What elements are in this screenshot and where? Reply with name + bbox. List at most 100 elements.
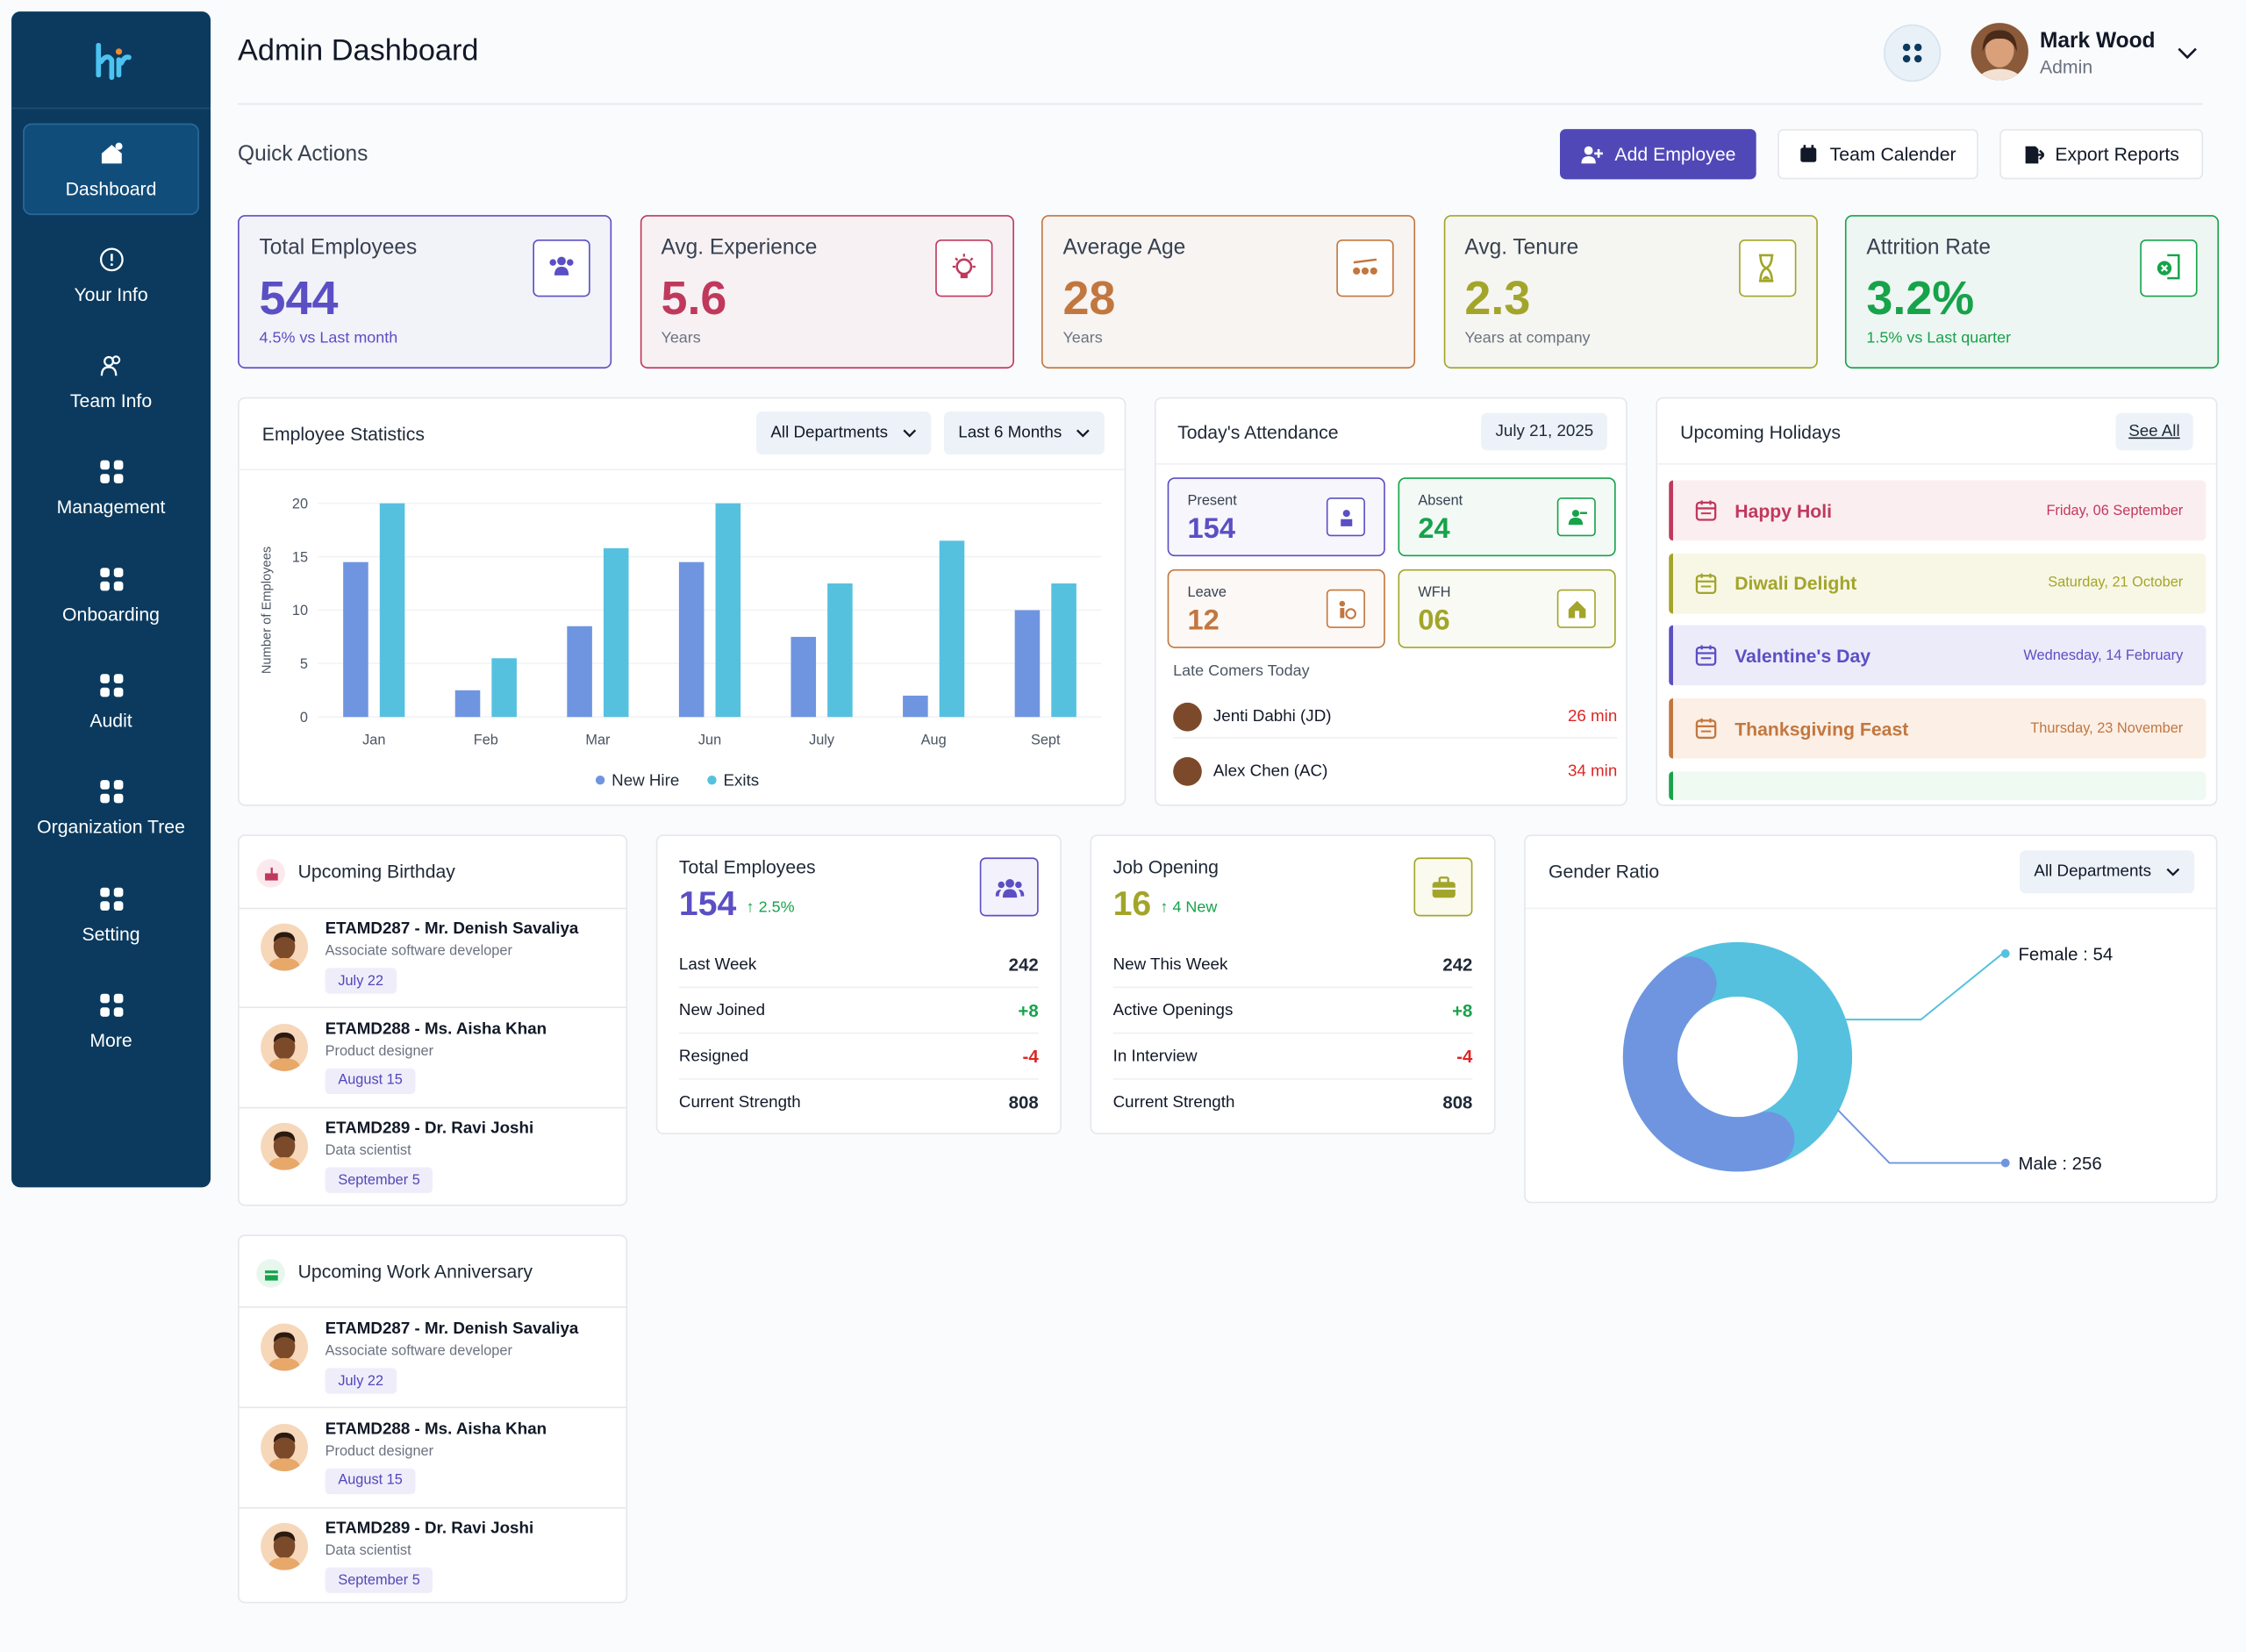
birthday-item[interactable]: ETAMD287 - Mr. Denish Savaliya Associate …: [239, 909, 628, 1009]
department-filter[interactable]: All Departments: [756, 411, 931, 455]
holiday-item-partial[interactable]: [1669, 771, 2207, 801]
bar-new-hire-jan[interactable]: [343, 561, 368, 718]
stat-label: Attrition Rate: [1866, 235, 1991, 260]
x-tick-label: July: [809, 732, 835, 747]
y-tick-label: 15: [292, 549, 308, 565]
metric-label: New This Week: [1112, 955, 1228, 974]
stat-subtext: Years: [661, 329, 701, 347]
metric-value: +8: [1018, 1000, 1039, 1020]
attendance-card-leave[interactable]: Leave 12: [1167, 569, 1385, 648]
holiday-name: Valentine's Day: [1735, 645, 1871, 667]
apps-button[interactable]: [1884, 24, 1942, 82]
birthday-item[interactable]: ETAMD288 - Ms. Aisha Khan Product designe…: [239, 1009, 628, 1108]
user-avatar[interactable]: [1971, 23, 2028, 81]
sidebar-item-more[interactable]: More: [23, 976, 199, 1068]
metric-value: 808: [1442, 1092, 1473, 1113]
lightbulb-icon: [934, 239, 992, 297]
date-badge: August 15: [325, 1467, 416, 1494]
bar-exits-july[interactable]: [827, 583, 853, 718]
donut-male-segment[interactable]: [1622, 941, 1853, 1172]
holiday-name: Happy Holi: [1735, 499, 1833, 522]
sidebar-item-label: Setting: [82, 922, 140, 945]
stat-label: Average Age: [1062, 235, 1186, 260]
attendance-card-wfh[interactable]: WFH 06: [1398, 569, 1616, 648]
anniversary-item[interactable]: ETAMD287 - Mr. Denish Savaliya Associate …: [239, 1309, 628, 1409]
bar-exits-sept[interactable]: [1051, 583, 1077, 718]
bar-new-hire-mar[interactable]: [567, 626, 592, 718]
metric-label: Last Week: [678, 955, 757, 974]
sidebar-item-onboarding[interactable]: Onboarding: [23, 549, 199, 641]
department-filter-value: All Departments: [770, 424, 888, 442]
bar-exits-jun[interactable]: [715, 503, 741, 718]
metric-row: Last Week 242: [678, 942, 1039, 989]
sidebar-item-setting[interactable]: Setting: [23, 869, 199, 962]
bar-new-hire-july[interactable]: [790, 636, 817, 718]
metric-row: Resigned -4: [678, 1033, 1039, 1080]
employee-statistics-title: Employee Statistics: [261, 423, 425, 445]
late-comer-row[interactable]: Alex Chen (AC) 34 min: [1173, 750, 1617, 793]
stat-card-avg-tenure[interactable]: Avg. Tenure 2.3 Years at company: [1442, 215, 1818, 369]
attendance-card-absent[interactable]: Absent 24: [1398, 477, 1616, 557]
birthday-item[interactable]: ETAMD289 - Dr. Ravi Joshi Data scientist S…: [240, 1108, 627, 1207]
stat-card-total-employees[interactable]: Total Employees 544 4.5% vs Last month: [238, 215, 612, 369]
metric-value: 808: [1008, 1092, 1039, 1113]
avatar: [261, 1122, 309, 1170]
holiday-date: Thursday, 23 November: [2030, 720, 2184, 737]
sidebar-item-management[interactable]: Management: [23, 443, 199, 535]
chevron-down-icon[interactable]: [2176, 45, 2199, 62]
metric-value: -4: [1456, 1046, 1473, 1067]
anniversary-item[interactable]: ETAMD289 - Dr. Ravi Joshi Data scientist S…: [240, 1508, 627, 1607]
quick-actions-label: Quick Actions: [238, 141, 368, 167]
holiday-item[interactable]: Happy Holi Friday, 06 September: [1669, 480, 2207, 541]
holiday-item[interactable]: Thanksgiving Feast Thursday, 23 November: [1669, 698, 2207, 759]
sidebar-item-team-info[interactable]: Team Info: [23, 336, 199, 428]
metric-label: In Interview: [1112, 1048, 1198, 1065]
period-filter[interactable]: Last 6 Months: [943, 411, 1105, 455]
bar-new-hire-sept[interactable]: [1014, 610, 1041, 718]
attendance-card-present[interactable]: Present 154: [1167, 477, 1385, 557]
holiday-item[interactable]: Valentine's Day Wednesday, 14 February: [1669, 626, 2207, 686]
bar-new-hire-jun[interactable]: [678, 561, 705, 718]
stat-value: 28: [1062, 270, 1116, 325]
panel-divider: [239, 1306, 626, 1308]
attendance-date: July 21, 2025: [1481, 412, 1608, 451]
stat-card-average-age[interactable]: Average Age 28 Years: [1041, 215, 1416, 369]
sidebar-item-organization-tree[interactable]: Organization Tree: [23, 762, 199, 855]
logo-icon: [95, 42, 131, 80]
stat-card-avg-experience[interactable]: Avg. Experience 5.6 Years: [640, 215, 1014, 369]
metric-row: In Interview -4: [1112, 1033, 1473, 1080]
person-role: Associate software developer: [325, 943, 512, 960]
app-logo[interactable]: [11, 11, 211, 110]
metric-label: Active Openings: [1112, 1001, 1234, 1019]
stat-value: 2.3: [1464, 270, 1531, 325]
bar-new-hire-feb[interactable]: [454, 690, 481, 718]
bar-exits-jan[interactable]: [379, 503, 405, 718]
stat-subtext: Years: [1062, 329, 1103, 347]
avatar: [1173, 757, 1202, 786]
bar-exits-mar[interactable]: [603, 547, 629, 718]
sidebar-item-your-info[interactable]: Your Info: [23, 230, 199, 322]
anniversary-item[interactable]: ETAMD288 - Ms. Aisha Khan Product designe…: [239, 1409, 628, 1508]
grid-icon: [99, 780, 123, 804]
metric-label: New Joined: [678, 1001, 766, 1019]
sidebar: Dashboard Your Info Team Info Management Onb…: [11, 11, 211, 1188]
grid-icon: [99, 993, 123, 1017]
see-all-link[interactable]: See All: [2115, 412, 2193, 451]
sidebar-item-audit[interactable]: Audit: [23, 656, 199, 748]
stat-subtext: Years at company: [1464, 329, 1591, 347]
add-employee-button[interactable]: Add Employee: [1560, 129, 1756, 180]
grid-icon: [99, 674, 123, 697]
bar-new-hire-aug[interactable]: [903, 695, 928, 718]
sidebar-item-label: Audit: [89, 710, 132, 732]
late-comer-row[interactable]: Jenti Dabhi (JD) 26 min: [1173, 696, 1618, 739]
holiday-item[interactable]: Diwali Delight Saturday, 21 October: [1669, 553, 2207, 614]
gender-department-filter[interactable]: All Departments: [2020, 850, 2194, 894]
bar-exits-feb[interactable]: [491, 658, 517, 718]
bar-exits-aug[interactable]: [939, 540, 965, 718]
team-icon: [99, 355, 120, 376]
sidebar-item-dashboard[interactable]: Dashboard: [23, 123, 199, 216]
stat-card-attrition-rate[interactable]: Attrition Rate 3.2% 1.5% vs Last quarter: [1844, 215, 2220, 369]
team-calendar-button[interactable]: Team Calender: [1777, 129, 1978, 180]
stat-value: 5.6: [661, 270, 727, 325]
export-reports-button[interactable]: Export Reports: [1999, 129, 2204, 180]
